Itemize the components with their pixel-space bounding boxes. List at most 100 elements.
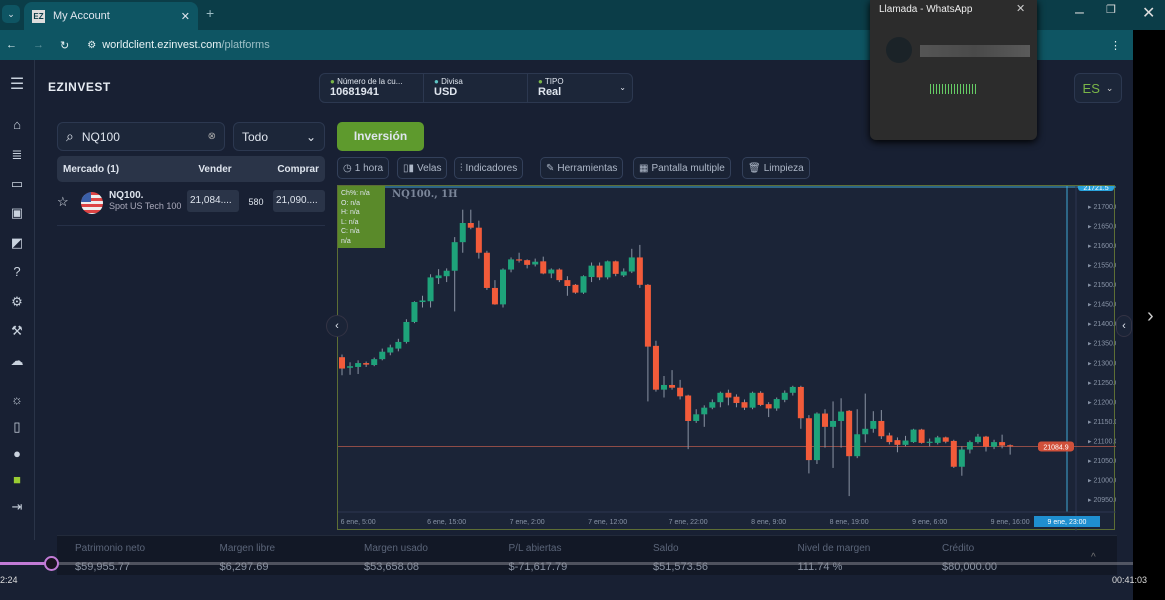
candle-down: [669, 384, 676, 388]
candle-up: [974, 436, 981, 443]
crosshair-price-tag: [1078, 186, 1114, 191]
chevron-down-icon: ⌄: [1105, 82, 1114, 93]
gallery-icon[interactable]: ◩: [10, 235, 24, 250]
candle-up: [427, 277, 434, 302]
whatsapp-close-icon[interactable]: ✕: [1016, 3, 1026, 15]
theme-icon[interactable]: ☼: [11, 392, 23, 407]
candle-up: [403, 321, 410, 342]
candle-up: [451, 242, 458, 271]
new-tab-icon[interactable]: +: [206, 5, 215, 21]
candle-down: [572, 284, 579, 293]
language-selector[interactable]: ES ⌄: [1074, 73, 1122, 103]
buy-price-button[interactable]: 21,090....: [273, 190, 325, 212]
minimize-icon[interactable]: –: [1075, 4, 1084, 21]
candle-up: [701, 407, 708, 415]
candle-up: [749, 392, 756, 408]
ezinvest-favicon: EZ: [32, 9, 45, 23]
browser-tab[interactable]: EZ My Account ✕: [24, 2, 198, 30]
account-selector[interactable]: ● Número de la cu... 10681941 ● Divisa U…: [319, 73, 633, 103]
money-icon[interactable]: ▣: [10, 205, 24, 220]
timeframe-button[interactable]: ◷ 1 hora: [337, 157, 390, 179]
candle-up: [958, 449, 965, 467]
video-black-margin: ›: [1133, 60, 1165, 600]
video-elapsed: 2:24: [0, 575, 18, 585]
menu-icon[interactable]: ☰: [9, 76, 25, 93]
home-icon[interactable]: ⌂: [13, 117, 21, 132]
candle-up: [830, 420, 837, 427]
scroll-right-button[interactable]: ‹: [1116, 315, 1132, 337]
sell-price-button[interactable]: 21,084....: [187, 190, 239, 212]
clock-icon: ◷: [343, 162, 352, 174]
favorite-star-icon[interactable]: ☆: [57, 194, 69, 209]
whatsapp-call-window[interactable]: Llamada - WhatsApp ✕: [870, 0, 1037, 140]
logout-icon[interactable]: ⇥: [11, 499, 23, 514]
back-icon[interactable]: ←: [6, 39, 17, 51]
site-settings-icon[interactable]: ⚙: [87, 39, 97, 51]
x-tick-label: 8 ene, 9:00: [751, 519, 786, 526]
price-chart[interactable]: ▸ 21700.0 ▸ 21650.0 ▸ 21600.0 ▸ 21550.0 ▸ 21…: [337, 185, 1116, 531]
candle-down: [983, 436, 989, 447]
market-row[interactable]: ☆ NQ100. Spot US Tech 100 21,084.... 580 …: [57, 190, 325, 226]
y-tick-label: ▸ 21200.0: [1088, 399, 1116, 406]
forward-icon[interactable]: →: [33, 39, 44, 51]
candle-up: [838, 411, 845, 421]
video-scrubber-handle[interactable]: [43, 556, 59, 571]
stat-label: P/L abiertas: [508, 543, 562, 554]
apple-icon[interactable]: ●: [13, 446, 21, 461]
tab-list-button[interactable]: ⌄: [2, 5, 20, 23]
indicators-button[interactable]: ⫶ Indicadores: [454, 157, 524, 179]
expand-summary-icon[interactable]: ^: [1091, 552, 1096, 563]
scroll-left-button[interactable]: ‹: [326, 315, 348, 337]
candle-down: [894, 440, 901, 445]
stat-1: Margen libre $6,297.69: [220, 543, 276, 573]
chart-type-button[interactable]: ▯▮ Velas: [397, 157, 448, 179]
video-progress-track[interactable]: [0, 562, 1133, 565]
audio-wave-icon: [930, 84, 978, 94]
candle-down: [644, 284, 651, 347]
crosshair-time-label: 9 ene, 23:00: [1048, 519, 1087, 526]
settings-icon[interactable]: ⚙: [11, 294, 23, 309]
tools-button[interactable]: ✎ Herramientas: [540, 157, 624, 179]
restore-icon[interactable]: ❐: [1106, 4, 1116, 16]
trash-icon: 🗑: [748, 162, 761, 174]
category-select[interactable]: Todo ⌄: [233, 122, 325, 151]
candle-down: [540, 261, 547, 274]
clear-icon[interactable]: ⊗: [207, 131, 216, 142]
x-tick-label: 6 ene, 5:00: [341, 519, 376, 526]
search-input[interactable]: ⌕ NQ100 ⊗: [57, 122, 225, 151]
candle-down: [942, 437, 949, 442]
market-table-header: Mercado (1) Vender Comprar: [57, 156, 325, 182]
multi-screen-button[interactable]: ▦ Pantalla multiple: [633, 157, 731, 179]
candle-down: [1007, 445, 1014, 447]
help-icon[interactable]: ?: [13, 264, 21, 279]
wallet-icon[interactable]: ▭: [10, 176, 24, 191]
y-tick-label: ▸ 21600.0: [1088, 243, 1116, 250]
candle-up: [443, 270, 450, 277]
candlestick-chart[interactable]: ▸ 21700.0 ▸ 21650.0 ▸ 21600.0 ▸ 21550.0 ▸ 21…: [338, 186, 1116, 531]
coins-icon[interactable]: ≣: [11, 147, 23, 162]
candle-up: [500, 269, 506, 305]
invest-button[interactable]: Inversión: [337, 122, 424, 151]
sell-column: Vender: [198, 163, 232, 175]
logo: EZINVEST: [48, 80, 111, 94]
url-field[interactable]: worldclient.ezinvest.com/platforms: [102, 39, 270, 51]
crosshair-price-label: 21721.5: [1083, 186, 1108, 192]
y-tick-label: ▸ 21550.0: [1088, 262, 1116, 269]
x-tick-label: 7 ene, 12:00: [588, 519, 627, 526]
x-tick-label: 6 ene, 15:00: [427, 519, 466, 526]
market-column[interactable]: Mercado (1): [63, 163, 120, 175]
upload-icon[interactable]: ☁: [10, 353, 24, 368]
book-icon[interactable]: ▯: [13, 419, 21, 434]
close-window-icon[interactable]: ✕: [1142, 5, 1156, 22]
clear-button[interactable]: 🗑 Limpieza: [742, 157, 810, 179]
whatsapp-title: Llamada - WhatsApp: [879, 4, 973, 15]
candle-up: [355, 363, 362, 367]
reload-icon[interactable]: ↻: [60, 39, 70, 52]
next-arrow-icon[interactable]: ›: [1147, 305, 1154, 327]
browser-menu-icon[interactable]: ⋮: [1110, 39, 1121, 52]
candle-up: [870, 420, 877, 429]
close-tab-icon[interactable]: ✕: [180, 10, 190, 23]
android-icon[interactable]: ■: [13, 472, 21, 487]
auction-icon[interactable]: ⚒: [11, 323, 23, 338]
candle-down: [805, 418, 812, 461]
